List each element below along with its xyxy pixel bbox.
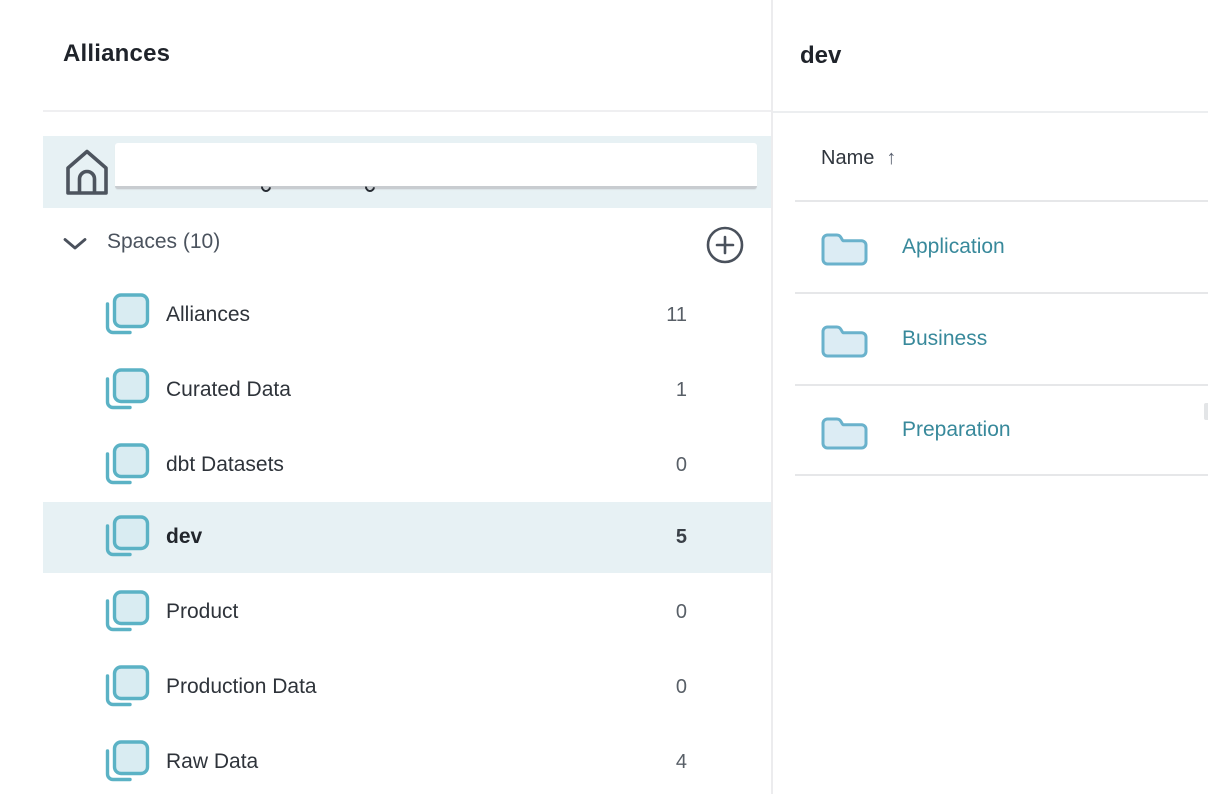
sidebar-item-count: 4 [675, 751, 687, 773]
sidebar-item-raw-data[interactable]: Raw Data 4 [43, 727, 771, 794]
space-icon [105, 443, 150, 485]
folder-table: Application Business Preparation [795, 200, 1208, 476]
sidebar-item-dev[interactable]: dev 5 [43, 502, 771, 573]
sidebar-item-count: 0 [675, 676, 687, 698]
folder-icon [821, 325, 868, 358]
main-panel: dev Name ↑ Application Business [773, 0, 1208, 794]
sidebar-item-label: Production Data [166, 675, 317, 698]
space-icon [105, 590, 150, 632]
home-icon [66, 149, 108, 195]
folder-link[interactable]: Application [902, 235, 1005, 258]
sidebar-item-label: Raw Data [166, 750, 259, 773]
panel-divider [771, 0, 773, 794]
folder-link[interactable]: Business [902, 327, 988, 350]
table-row-business[interactable]: Business [795, 292, 1208, 384]
folder-link[interactable]: Preparation [902, 418, 1011, 441]
plus-circle-icon[interactable] [705, 225, 745, 265]
chevron-down-icon[interactable] [59, 233, 91, 257]
sidebar-item-count: 5 [675, 526, 687, 548]
sidebar-item-count: 1 [675, 379, 687, 401]
sort-ascending-icon: ↑ [886, 146, 897, 169]
spaces-section-header: Spaces (10) [43, 221, 771, 269]
space-icon [105, 293, 150, 335]
sidebar-item-label: dbt Datasets [166, 453, 284, 476]
sidebar-item-count: 11 [666, 304, 687, 326]
table-row-preparation[interactable]: Preparation [795, 384, 1208, 476]
masked-text-overlay [115, 143, 757, 189]
folder-icon [821, 417, 868, 450]
sidebar-title: Alliances [63, 40, 171, 67]
folder-icon [821, 233, 868, 266]
sidebar-item-label: Product [166, 600, 239, 623]
sidebar-item-alliances[interactable]: Alliances 11 [43, 280, 771, 351]
space-icon [105, 515, 150, 557]
sidebar: Alliances Spaces (10) [43, 40, 771, 794]
sidebar-item-product[interactable]: Product 0 [43, 577, 771, 648]
page-title: dev [800, 42, 842, 69]
sidebar-item-label: dev [166, 525, 203, 548]
name-column-header[interactable]: Name ↑ [821, 141, 896, 175]
sidebar-item-label: Alliances [166, 303, 251, 326]
sidebar-item-curated-data[interactable]: Curated Data 1 [43, 355, 771, 426]
scrollbar-thumb[interactable] [1204, 403, 1208, 420]
space-icon [105, 740, 150, 782]
sidebar-item-count: 0 [675, 454, 687, 476]
sidebar-item-count: 0 [675, 601, 687, 623]
table-row-application[interactable]: Application [795, 200, 1208, 292]
spaces-section-label: Spaces (10) [107, 230, 221, 253]
sidebar-item-production-data[interactable]: Production Data 0 [43, 652, 771, 723]
main-header-divider [773, 111, 1208, 113]
space-icon [105, 368, 150, 410]
sidebar-divider [43, 110, 771, 112]
sidebar-item-label: Curated Data [166, 378, 291, 401]
home-row[interactable] [43, 136, 771, 208]
space-icon [105, 665, 150, 707]
name-column-label: Name [821, 146, 875, 169]
sidebar-item-dbt-datasets[interactable]: dbt Datasets 0 [43, 430, 771, 501]
